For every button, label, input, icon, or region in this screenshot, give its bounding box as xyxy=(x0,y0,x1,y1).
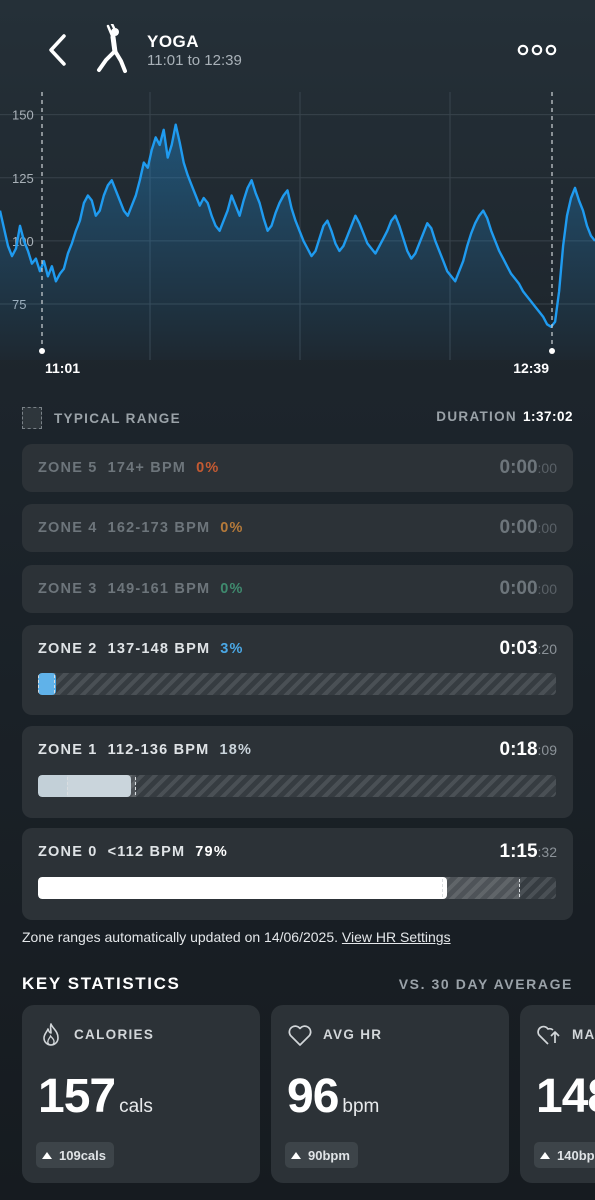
back-button[interactable] xyxy=(40,28,80,72)
chevron-left-icon xyxy=(49,34,66,66)
zone-update-note: Zone ranges automatically updated on 14/… xyxy=(22,929,451,945)
zone-name: ZONE 2 xyxy=(38,641,98,657)
zone-time-main: 0:03 xyxy=(499,638,538,659)
zone-name: ZONE 5 xyxy=(38,460,98,476)
duration-label: DURATION xyxy=(436,409,517,424)
stat-average: 140bpm xyxy=(557,1147,595,1163)
flame-icon xyxy=(43,1023,59,1046)
zone-bpm: 174+ BPM xyxy=(107,460,187,476)
zone-time-main: 0:00 xyxy=(499,578,538,599)
duration: DURATION 1:37:02 xyxy=(436,409,573,424)
x-start-label: 11:01 xyxy=(45,360,80,376)
zone-time-main: 0:18 xyxy=(499,739,538,760)
duration-value: 1:37:02 xyxy=(522,409,573,424)
zone-progress-bar xyxy=(38,673,556,695)
zone-time-sec: :09 xyxy=(537,742,557,758)
zone-percent: 18% xyxy=(219,742,253,758)
heart-rate-chart[interactable]: 15012510075 11:01 12:39 xyxy=(0,92,595,392)
typical-range-legend: TYPICAL RANGE xyxy=(22,406,181,430)
start-marker-dot xyxy=(39,348,45,354)
zone-percent: 0% xyxy=(220,520,244,536)
vs-average-label: VS. 30 DAY AVERAGE xyxy=(398,976,573,992)
typical-range-marker xyxy=(442,877,520,899)
zone-name: ZONE 4 xyxy=(38,520,98,536)
zone-percent: 0% xyxy=(196,460,220,476)
stat-average-badge: 140bpm xyxy=(534,1142,595,1168)
stat-value: 96 xyxy=(287,1070,339,1123)
zone-card-1[interactable]: ZONE 1 112-136 BPM 18% 0:18:09 xyxy=(22,726,573,818)
zone-name: ZONE 0 xyxy=(38,844,98,860)
zone-bpm: 162-173 BPM xyxy=(107,520,211,536)
more-dots-icon xyxy=(517,44,557,56)
stat-average: 109cals xyxy=(59,1147,106,1163)
zone-percent: 3% xyxy=(220,641,244,657)
zone-progress-fill xyxy=(38,775,132,797)
stat-average: 90bpm xyxy=(308,1147,350,1163)
zone-time-sec: :32 xyxy=(537,844,557,860)
stat-average-badge: 90bpm xyxy=(285,1142,358,1168)
zone-card-5[interactable]: ZONE 5 174+ BPM 0% 0:00:00 xyxy=(22,444,573,492)
zone-update-text: Zone ranges automatically updated on 14/… xyxy=(22,929,339,945)
heart-arrow-icon xyxy=(537,1025,560,1045)
zone-progress-fill xyxy=(38,673,56,695)
zone-time-main: 1:15 xyxy=(499,841,538,862)
typical-range-label: TYPICAL RANGE xyxy=(54,410,181,426)
heart-icon xyxy=(288,1025,312,1046)
zone-time-main: 0:00 xyxy=(499,517,538,538)
yoga-pose-icon xyxy=(97,24,127,73)
typical-range-icon xyxy=(22,407,42,429)
zone-percent: 0% xyxy=(220,581,244,597)
zone-progress-fill xyxy=(38,877,448,899)
zone-bpm: 149-161 BPM xyxy=(107,581,211,597)
stat-card-max-hr[interactable]: MA 148 140bpm xyxy=(520,1005,595,1183)
end-marker-dot xyxy=(549,348,555,354)
zone-bpm: <112 BPM xyxy=(107,844,186,860)
zone-time-sec: :00 xyxy=(537,520,557,536)
time-range: 11:01 to 12:39 xyxy=(147,52,242,69)
zone-time-main: 0:00 xyxy=(499,457,538,478)
stat-average-badge: 109cals xyxy=(36,1142,114,1168)
y-tick-label: 150 xyxy=(12,108,34,123)
zone-card-4[interactable]: ZONE 4 162-173 BPM 0% 0:00:00 xyxy=(22,504,573,552)
zone-card-0[interactable]: ZONE 0 <112 BPM 79% 1:15:32 xyxy=(22,828,573,920)
key-statistics-title: KEY STATISTICS xyxy=(22,974,181,993)
zone-time-sec: :20 xyxy=(537,641,557,657)
page-title: YOGA xyxy=(147,32,200,51)
zone-card-2[interactable]: ZONE 2 137-148 BPM 3% 0:03:20 xyxy=(22,625,573,715)
zone-bpm: 112-136 BPM xyxy=(107,742,210,758)
zone-name: ZONE 1 xyxy=(38,742,98,758)
up-arrow-icon xyxy=(291,1151,301,1159)
header: YOGA 11:01 to 12:39 xyxy=(0,0,595,100)
zone-progress-bar xyxy=(38,775,556,797)
zone-time-sec: :00 xyxy=(537,581,557,597)
zone-progress-bar xyxy=(38,877,556,899)
up-arrow-icon xyxy=(42,1151,52,1159)
x-end-label: 12:39 xyxy=(513,360,549,376)
view-hr-settings-link[interactable]: View HR Settings xyxy=(341,929,451,945)
stat-unit: cals xyxy=(119,1096,153,1117)
typical-range-marker xyxy=(67,775,137,797)
stat-value: 148 xyxy=(536,1070,595,1123)
zone-bpm: 137-148 BPM xyxy=(107,641,211,657)
up-arrow-icon xyxy=(540,1151,550,1159)
typical-range-marker xyxy=(38,673,56,695)
y-tick-label: 125 xyxy=(12,171,34,186)
stat-value: 157 xyxy=(38,1070,116,1123)
stat-card-calories[interactable]: CALORIES 157 cals 109cals xyxy=(22,1005,260,1183)
heart-rate-area xyxy=(0,124,595,360)
more-button[interactable] xyxy=(512,38,562,62)
stat-label: AVG HR xyxy=(323,1027,383,1042)
stat-unit: bpm xyxy=(342,1096,380,1117)
stat-label: MA xyxy=(572,1027,595,1042)
zone-name: ZONE 3 xyxy=(38,581,98,597)
stat-card-avg-hr[interactable]: AVG HR 96 bpm 90bpm xyxy=(271,1005,509,1183)
zone-percent: 79% xyxy=(195,844,228,860)
zone-card-3[interactable]: ZONE 3 149-161 BPM 0% 0:00:00 xyxy=(22,565,573,613)
stat-label: CALORIES xyxy=(74,1027,155,1042)
heart-rate-line xyxy=(0,123,595,328)
zone-time-sec: :00 xyxy=(537,460,557,476)
